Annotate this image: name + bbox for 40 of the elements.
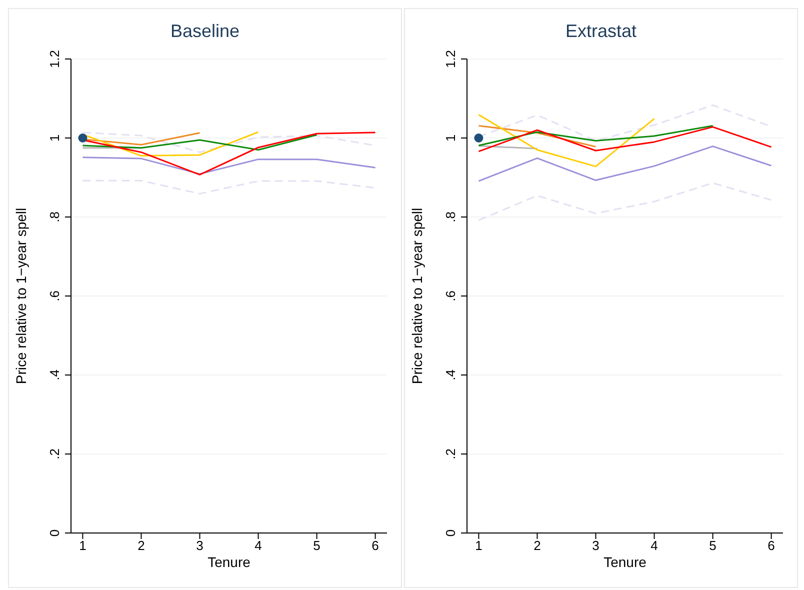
- x-tick-label: 5: [313, 538, 320, 554]
- y-tick-label: .8: [47, 212, 62, 222]
- y-tick-label: .4: [443, 370, 458, 380]
- line-series: [82, 156, 376, 175]
- line-series: [478, 146, 772, 182]
- y-axis-title: Price relative to 1−year spell: [408, 208, 425, 384]
- x-tick-label: 6: [768, 538, 775, 554]
- y-tick-label: 0: [47, 529, 62, 537]
- line-series: [478, 126, 772, 152]
- x-tick-label: 4: [650, 538, 658, 554]
- chart-title: Extrastat: [564, 21, 638, 43]
- x-tick-label: 5: [709, 538, 716, 554]
- y-tick-label: 1.2: [47, 50, 62, 68]
- line-series: [478, 125, 714, 146]
- x-tick-label: 3: [196, 538, 204, 554]
- y-tick-label: .6: [47, 290, 62, 302]
- x-tick-label: 1: [475, 538, 482, 554]
- line-series: [478, 114, 656, 168]
- y-tick-label: .2: [47, 448, 62, 460]
- y-tick-label: .4: [47, 370, 62, 380]
- line-series: [82, 180, 376, 194]
- y-tick-label: .2: [443, 448, 458, 460]
- y-tick-label: 0: [443, 529, 458, 537]
- line-series: [82, 134, 318, 151]
- y-axis-title: Price relative to 1−year spell: [12, 208, 29, 384]
- line-series: [478, 182, 772, 221]
- y-tick-label: 1: [443, 134, 458, 142]
- y-tick-label: 1.2: [443, 50, 458, 68]
- x-tick-label: 2: [534, 538, 541, 554]
- x-tick-label: 3: [592, 538, 600, 554]
- x-axis-title: Tenure: [604, 554, 647, 570]
- x-tick-label: 2: [138, 538, 145, 554]
- x-tick-label: 1: [79, 538, 86, 554]
- y-tick-label: .6: [443, 290, 458, 302]
- y-tick-label: .8: [443, 212, 458, 222]
- x-axis-title: Tenure: [208, 554, 251, 570]
- chart-title: Baseline: [169, 21, 241, 43]
- y-tick-label: 1: [47, 134, 62, 142]
- x-tick-label: 6: [372, 538, 379, 554]
- x-tick-label: 4: [254, 538, 262, 554]
